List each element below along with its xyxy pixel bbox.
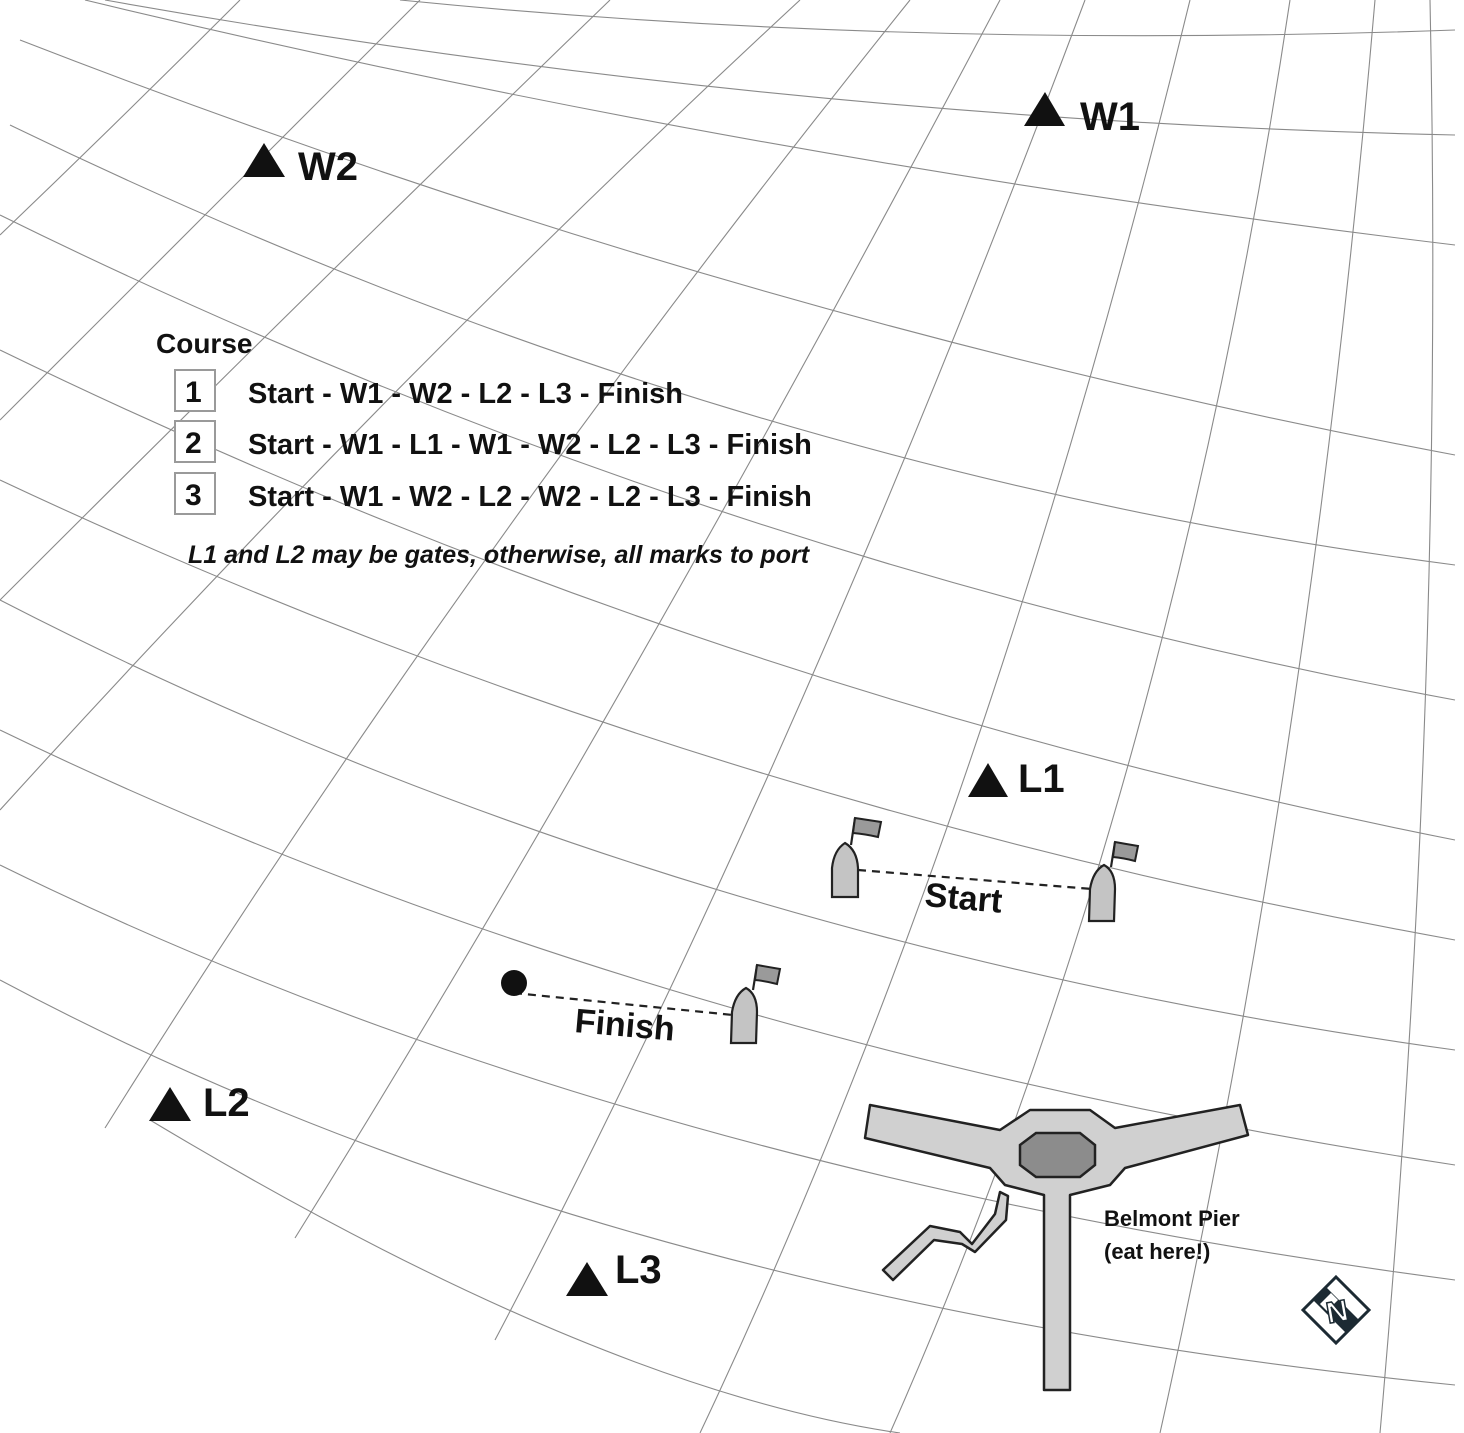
start-line: Start (830, 816, 1140, 923)
course-number: 2 (185, 427, 202, 460)
pier-note: (eat here!) (1104, 1239, 1210, 1264)
mark-w2: W2 (243, 143, 358, 189)
pier-name: Belmont Pier (1104, 1206, 1240, 1231)
mark-label-l1: L1 (1018, 757, 1065, 801)
pin-boat-icon (1087, 840, 1140, 923)
course-note: L1 and L2 may be gates, otherwise, all m… (188, 541, 811, 569)
mark-label-w2: W2 (298, 145, 358, 189)
finish-line: Finish (501, 963, 782, 1049)
course-route: Start - W1 - W2 - L2 - W2 - L2 - L3 - Fi… (248, 481, 812, 513)
mark-l2: L2 (149, 1081, 250, 1125)
course-option-1: 1 Start - W1 - W2 - L2 - L3 - Finish (174, 369, 683, 412)
mark-label-l2: L2 (203, 1081, 250, 1125)
course-number-box (174, 472, 216, 515)
mark-label-l3: L3 (615, 1248, 662, 1292)
course-option-3: 3 Start - W1 - W2 - L2 - W2 - L2 - L3 - … (174, 472, 812, 515)
course-number-box (174, 369, 216, 412)
course-number: 3 (185, 479, 202, 512)
mark-l1: L1 (968, 757, 1065, 801)
triangle-mark-icon (1024, 92, 1065, 126)
course-number-box (174, 420, 216, 463)
finish-boat-icon (729, 963, 782, 1045)
course-legend: Course 1 Start - W1 - W2 - L2 - L3 - Fin… (156, 328, 812, 569)
course-option-2: 2 Start - W1 - L1 - W1 - W2 - L2 - L3 - … (174, 420, 812, 463)
committee-boat-icon (830, 816, 883, 899)
course-title: Course (156, 328, 252, 359)
triangle-mark-icon (566, 1262, 608, 1296)
start-line-label: Start (923, 876, 1003, 921)
mark-label-w1: W1 (1080, 95, 1140, 139)
triangle-mark-icon (149, 1087, 191, 1121)
triangle-mark-icon (968, 763, 1008, 797)
finish-line-label: Finish (573, 1002, 676, 1049)
mark-w1: W1 (1024, 92, 1140, 139)
course-route: Start - W1 - W2 - L2 - L3 - Finish (248, 378, 683, 410)
mark-l3: L3 (566, 1248, 662, 1296)
course-number: 1 (185, 376, 202, 409)
triangle-mark-icon (243, 143, 285, 177)
north-compass-icon: N (1300, 1274, 1372, 1346)
finish-buoy-icon (501, 970, 527, 996)
course-route: Start - W1 - L1 - W1 - W2 - L2 - L3 - Fi… (248, 429, 812, 461)
belmont-pier: Belmont Pier (eat here!) (863, 1103, 1250, 1392)
